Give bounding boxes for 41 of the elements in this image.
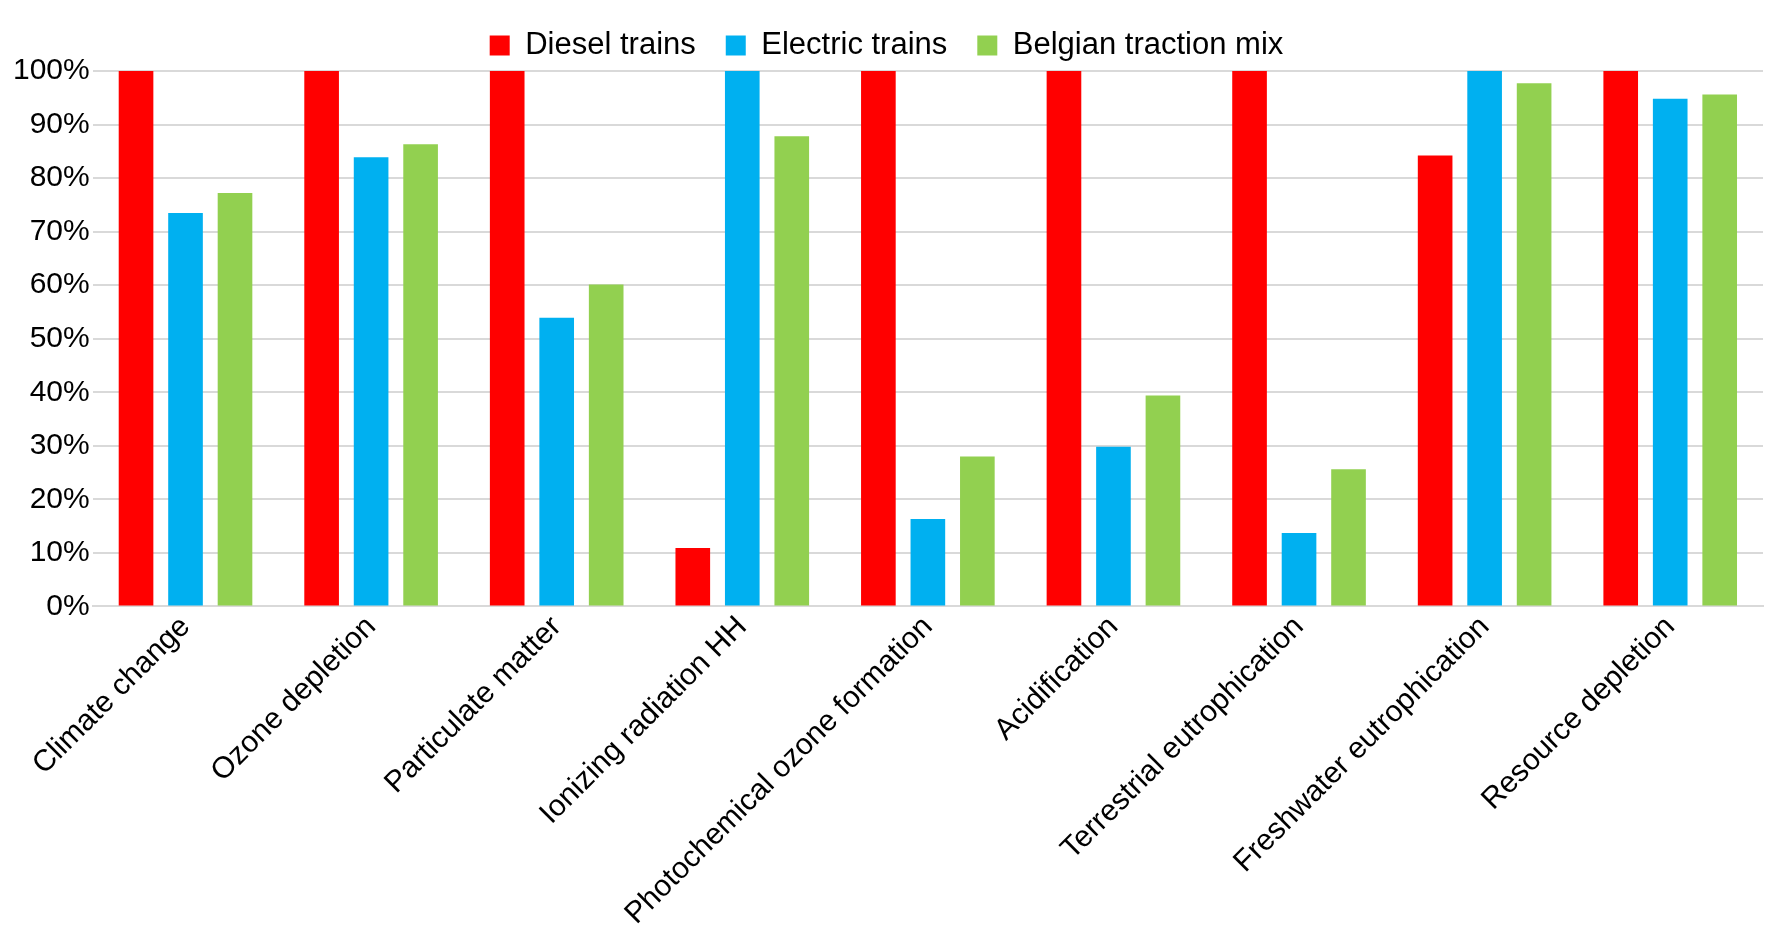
y-tick-label: 20% [29, 480, 90, 514]
y-tick-label: 60% [29, 266, 90, 300]
bar [1652, 98, 1688, 606]
bar [489, 71, 525, 606]
bar [1417, 155, 1453, 606]
bar [960, 456, 995, 606]
bar [539, 317, 575, 606]
y-tick-label: 0% [46, 587, 90, 621]
bar [588, 284, 624, 606]
legend-label: Belgian traction mix [1012, 26, 1284, 62]
bar [724, 71, 760, 606]
legend-label: Electric trains [761, 26, 948, 62]
bar [1331, 469, 1366, 606]
bar [774, 136, 810, 606]
bar [1145, 395, 1181, 606]
bar [353, 157, 389, 606]
bar [1232, 71, 1267, 606]
y-tick-label: 80% [29, 159, 90, 193]
bar [1281, 533, 1317, 606]
y-tick-label: 10% [29, 534, 90, 568]
y-tick-label: 50% [29, 319, 90, 353]
y-tick-label: 30% [29, 427, 90, 461]
bar [1467, 71, 1502, 606]
legend-label: Diesel trains [525, 26, 696, 62]
bar [1516, 83, 1552, 606]
bar [1096, 446, 1131, 606]
bar [675, 548, 711, 606]
bar [217, 193, 253, 606]
bar [910, 519, 946, 606]
y-tick-label: 40% [29, 373, 90, 407]
y-tick-label: 100% [12, 52, 90, 86]
bar [304, 71, 339, 606]
bar [168, 212, 203, 606]
y-tick-label: 90% [29, 105, 90, 139]
bar [118, 71, 154, 606]
bar [1702, 94, 1738, 606]
bar [861, 71, 896, 606]
bar [1603, 71, 1639, 606]
bar [1046, 71, 1082, 606]
y-tick-label: 70% [29, 212, 90, 246]
bar [403, 144, 438, 606]
